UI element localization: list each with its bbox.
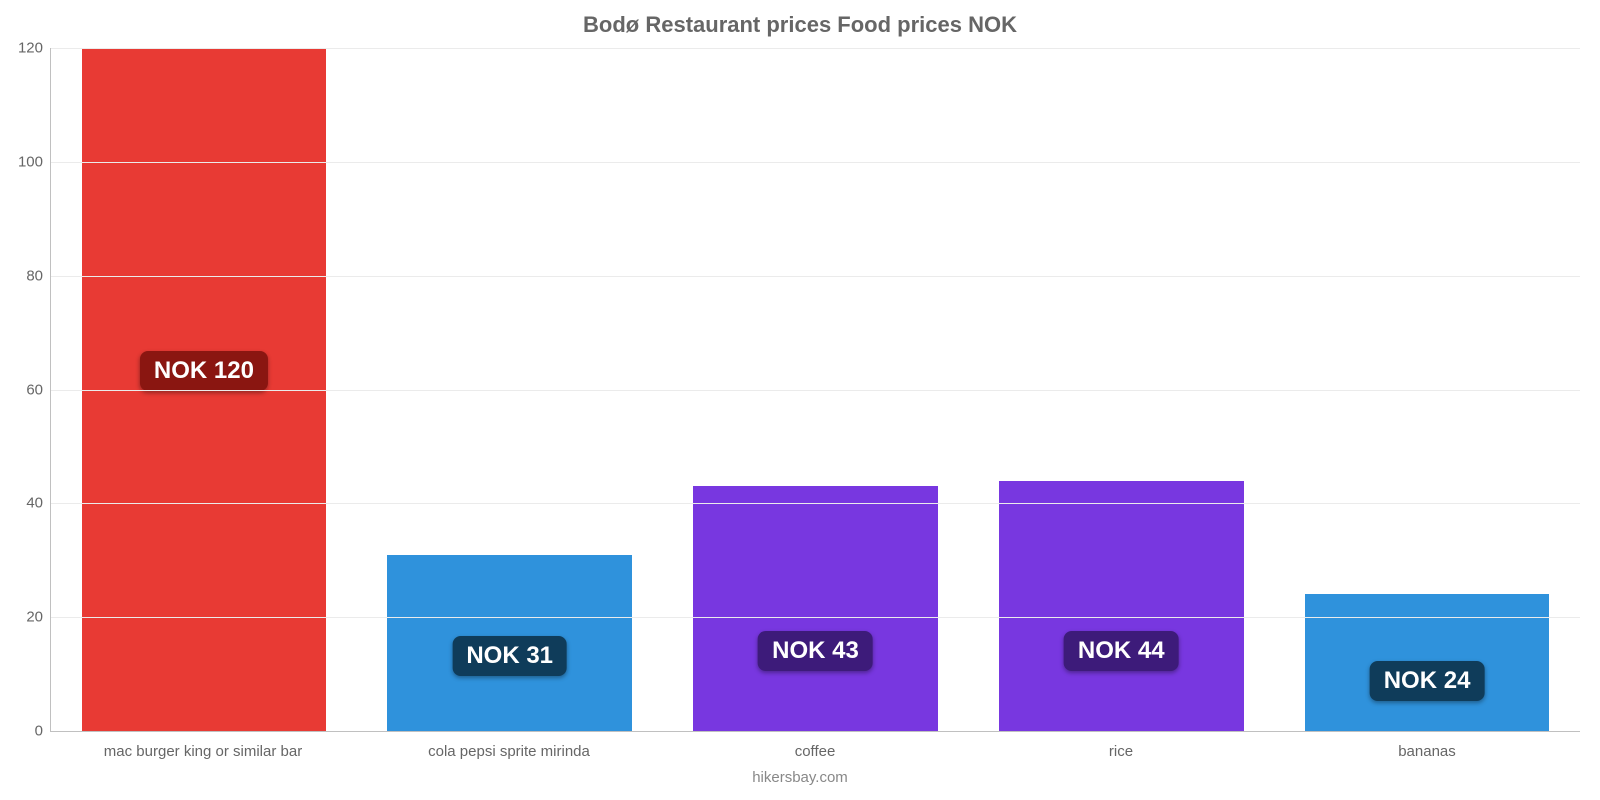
x-tick-label: coffee [662, 743, 968, 760]
y-tick-label: 120 [18, 40, 51, 57]
plot-area: NOK 120NOK 31NOK 43NOK 44NOK 24 02040608… [50, 48, 1580, 732]
x-tick-label: bananas [1274, 743, 1580, 760]
y-tick-label: 100 [18, 153, 51, 170]
x-axis-labels: mac burger king or similar barcola pepsi… [50, 743, 1580, 760]
grid-line [51, 390, 1580, 391]
x-tick-label: rice [968, 743, 1274, 760]
plot-inner: NOK 120NOK 31NOK 43NOK 44NOK 24 02040608… [50, 48, 1580, 732]
value-badge: NOK 24 [1370, 661, 1485, 701]
chart-container: Bodø Restaurant prices Food prices NOK N… [0, 0, 1600, 800]
value-badge: NOK 31 [452, 636, 567, 676]
y-tick-label: 0 [35, 723, 51, 740]
value-badge: NOK 43 [758, 631, 873, 671]
grid-line [51, 617, 1580, 618]
chart-title: Bodø Restaurant prices Food prices NOK [0, 12, 1600, 38]
credit-text: hikersbay.com [0, 769, 1600, 786]
y-tick-label: 60 [26, 381, 51, 398]
grid-line [51, 48, 1580, 49]
y-tick-label: 40 [26, 495, 51, 512]
x-tick-label: mac burger king or similar bar [50, 743, 356, 760]
y-tick-label: 80 [26, 267, 51, 284]
bar: NOK 44 [999, 481, 1244, 731]
x-tick-label: cola pepsi sprite mirinda [356, 743, 662, 760]
y-tick-label: 20 [26, 609, 51, 626]
grid-line [51, 503, 1580, 504]
bar: NOK 43 [693, 486, 938, 731]
bar: NOK 24 [1305, 594, 1550, 731]
grid-line [51, 276, 1580, 277]
value-badge: NOK 120 [140, 351, 268, 391]
grid-line [51, 162, 1580, 163]
bar: NOK 31 [387, 555, 632, 731]
value-badge: NOK 44 [1064, 631, 1179, 671]
